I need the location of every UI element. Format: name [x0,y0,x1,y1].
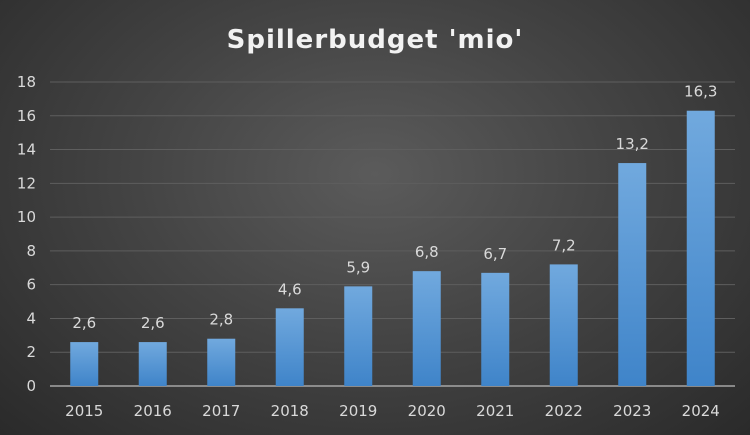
y-tick-label: 18 [17,73,36,91]
x-tick-label: 2015 [65,402,103,420]
bar-2018 [275,308,304,386]
y-tick-label: 6 [26,276,36,294]
x-tick-label: 2018 [271,402,309,420]
x-tick-label: 2020 [408,402,446,420]
data-label: 16,3 [684,83,717,101]
x-tick-label: 2017 [202,402,240,420]
bar-2022 [549,264,578,386]
bar-2021 [481,272,510,386]
bar-2024 [686,110,715,386]
data-label: 4,6 [278,280,302,298]
x-tick-label: 2023 [613,402,651,420]
bar-2017 [207,338,236,386]
bar-2023 [618,163,647,386]
data-label: 6,7 [483,245,507,263]
data-label: 7,2 [552,236,576,254]
data-label: 6,8 [415,243,439,261]
bar-2015 [70,342,99,386]
bar-2019 [344,286,373,386]
data-label: 5,9 [346,258,370,276]
data-label: 2,6 [72,314,96,332]
x-tick-label: 2021 [476,402,514,420]
y-tick-label: 14 [17,141,36,159]
y-tick-label: 10 [17,208,36,226]
bar-2020 [412,271,441,386]
bar-2016 [138,342,167,386]
x-tick-label: 2016 [134,402,172,420]
data-label: 2,6 [141,314,165,332]
y-tick-label: 2 [26,343,36,361]
y-tick-label: 12 [17,174,36,192]
y-tick-label: 0 [26,377,36,395]
x-tick-label: 2024 [682,402,720,420]
data-label: 13,2 [616,135,649,153]
x-tick-label: 2022 [545,402,583,420]
y-tick-label: 8 [26,242,36,260]
y-tick-label: 4 [26,309,36,327]
data-label: 2,8 [209,311,233,329]
x-tick-label: 2019 [339,402,377,420]
y-tick-label: 16 [17,107,36,125]
chart-title: Spillerbudget 'mio' [227,25,524,55]
